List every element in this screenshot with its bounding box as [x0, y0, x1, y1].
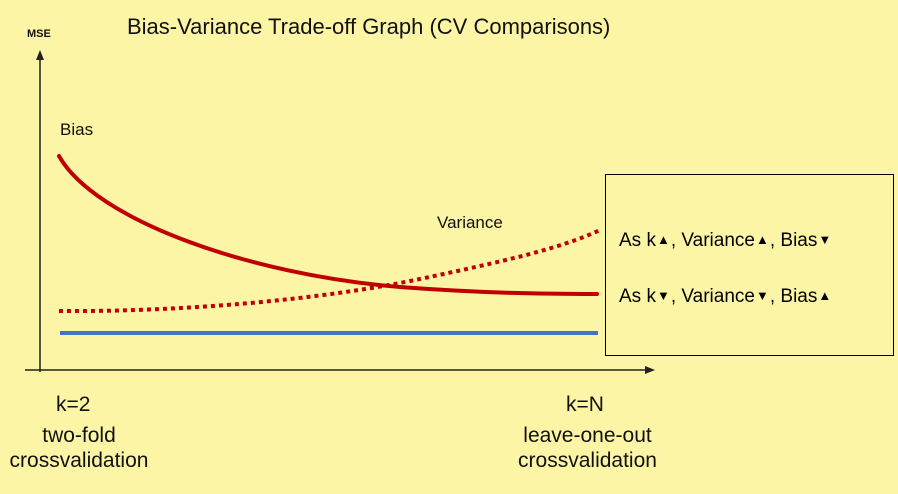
down-arrow-icon: ▼ [818, 232, 832, 247]
x-left-line-2: crossvalidation [9, 449, 149, 472]
x-right-description: leave-one-out crossvalidation [500, 423, 675, 473]
chart-title: Bias-Variance Trade-off Graph (CV Compar… [127, 14, 611, 39]
legend-box: As k▲, Variance▲, Bias▼ As k▼, Variance▼… [605, 174, 894, 356]
legend-line-1: As k▲, Variance▲, Bias▼ [619, 230, 832, 252]
bias-label: Bias [60, 120, 94, 139]
down-arrow-icon: ▼ [656, 288, 670, 303]
legend-line-1-k: As k [619, 230, 656, 251]
x-axis-arrowhead [645, 366, 655, 374]
down-arrow-icon: ▼ [755, 288, 769, 303]
variance-curve [58, 228, 601, 314]
x-right-line-1: leave-one-out [523, 424, 652, 447]
x-right-line-2: crossvalidation [518, 449, 657, 472]
up-arrow-icon: ▲ [818, 288, 832, 303]
y-axis-arrowhead [36, 50, 44, 60]
legend-line-2-variance: , Variance [670, 286, 755, 307]
x-left-k-label: k=2 [56, 393, 91, 416]
up-arrow-icon: ▲ [656, 232, 670, 247]
bias-curve [57, 154, 599, 296]
legend-line-2-k: As k [619, 286, 656, 307]
up-arrow-icon: ▲ [755, 232, 769, 247]
legend-line-1-bias: , Bias [769, 230, 818, 251]
x-left-description: two-fold crossvalidation [0, 423, 158, 473]
legend-line-2-bias: , Bias [769, 286, 818, 307]
y-axis-label: MSE [27, 28, 51, 40]
legend-line-2: As k▼, Variance▼, Bias▲ [619, 286, 832, 308]
variance-label: Variance [437, 213, 503, 232]
x-right-k-label: k=N [566, 393, 604, 416]
x-left-line-1: two-fold [42, 424, 116, 447]
legend-line-1-variance: , Variance [670, 230, 755, 251]
